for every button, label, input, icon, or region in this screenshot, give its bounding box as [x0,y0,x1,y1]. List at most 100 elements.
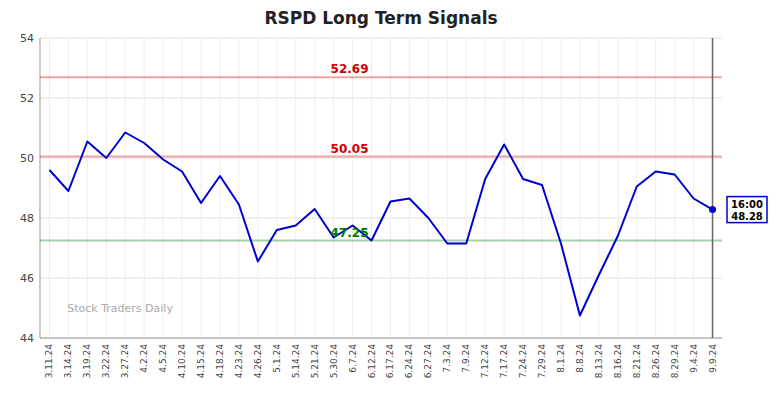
reference-line [40,76,722,78]
reference-line [40,156,722,158]
x-tick-label: 8.26.24 [651,344,661,379]
x-tick-label: 6.27.24 [423,344,433,379]
x-grid-line [712,38,713,338]
x-grid-line [314,38,315,338]
x-tick-label: 6.17.24 [385,344,395,379]
y-tick-label: 50 [20,152,34,165]
x-tick-label: 8.1.24 [556,344,566,373]
x-grid-line [201,38,202,338]
x-tick-label: 5.21.24 [310,344,320,379]
x-grid-line [674,38,675,338]
chart: RSPD Long Term Signals 44 46 48 50 52 54 3.11.2… [0,0,784,398]
plot-area [40,38,722,338]
x-grid-line [106,38,107,338]
y-tick-label: 44 [20,332,34,345]
x-grid-line [49,38,50,338]
x-tick-label: 4.15.24 [196,344,206,379]
reference-label: 47.25 [331,226,369,240]
x-grid-line [485,38,486,338]
x-tick-label: 4.23.24 [234,344,244,379]
x-axis [40,338,722,339]
y-grid-line [40,98,722,99]
reference-label: 52.69 [331,62,369,76]
x-tick-label: 8.8.24 [575,344,585,373]
x-tick-label: 5.1.24 [272,344,282,373]
x-grid-line [295,38,296,338]
x-tick-label: 8.29.24 [670,344,680,379]
x-tick-label: 7.24.24 [518,344,528,379]
x-grid-line [219,38,220,338]
y-grid-line [40,218,722,219]
watermark: Stock Traders Daily [67,302,173,315]
x-tick-label: 6.12.24 [367,344,377,379]
x-grid-line [447,38,448,338]
x-grid-line [617,38,618,338]
x-tick-label: 8.13.24 [594,344,604,379]
y-axis [40,38,41,338]
y-grid-line [40,338,722,339]
reference-label: 50.05 [331,142,369,156]
title: RSPD Long Term Signals [264,8,497,28]
last-point-line [712,38,714,338]
x-tick-label: 8.16.24 [613,344,623,379]
y-tick-label: 46 [20,272,34,285]
x-grid-line [409,38,410,338]
y-grid-line [40,278,722,279]
x-grid-line [257,38,258,338]
x-tick-label: 4.18.24 [215,344,225,379]
x-tick-label: 4.10.24 [177,344,187,379]
grid [40,38,722,338]
x-tick-label: 9.4.24 [689,344,699,373]
end-label-box [727,197,767,223]
x-tick-label: 3.11.24 [44,344,54,379]
reference-line [40,240,722,242]
x-tick-label: 6.7.24 [348,344,358,373]
x-grid-line [352,38,353,338]
y-tick-label: 52 [20,92,34,105]
x-tick-label: 4.5.24 [158,344,168,373]
x-grid-line [598,38,599,338]
x-grid-line [693,38,694,338]
x-tick-label: 5.30.24 [329,344,339,379]
x-grid-line [466,38,467,338]
y-tick-label: 54 [20,32,34,45]
end-label-value: 48.28 [731,211,763,222]
x-grid-line [87,38,88,338]
x-grid-line [125,38,126,338]
x-grid-line [390,38,391,338]
x-tick-label: 7.9.24 [461,344,471,373]
x-grid-line [523,38,524,338]
x-grid-line [655,38,656,338]
x-tick-label: 7.29.24 [537,344,547,379]
x-tick-label: 4.26.24 [253,344,263,379]
x-grid-line [428,38,429,338]
x-grid-line [333,38,334,338]
x-tick-label: 5.14.24 [291,344,301,379]
y-grid-line [40,158,722,159]
x-grid-line [371,38,372,338]
end-label-time: 16:00 [731,199,763,210]
x-tick-label: 6.24.24 [404,344,414,379]
x-grid-line [144,38,145,338]
x-tick-label: 3.22.24 [101,344,111,379]
x-tick-label: 4.2.24 [139,344,149,373]
x-tick-label: 7.12.24 [480,344,490,379]
x-grid-line [579,38,580,338]
end-point [709,206,716,213]
price-line [49,133,712,316]
x-grid-line [276,38,277,338]
x-tick-label: 3.19.24 [82,344,92,379]
x-grid-line [560,38,561,338]
x-grid-line [238,38,239,338]
x-tick-label: 7.3.24 [442,344,452,373]
x-grid-line [504,38,505,338]
x-grid-line [163,38,164,338]
y-tick-label: 48 [20,212,34,225]
x-tick-label: 3.14.24 [63,344,73,379]
x-tick-label: 3.27.24 [120,344,130,379]
x-tick-label: 9.9.24 [708,344,718,373]
y-grid-line [40,38,722,39]
x-tick-label: 8.21.24 [632,344,642,379]
x-grid-line [182,38,183,338]
x-tick-label: 7.17.24 [499,344,509,379]
